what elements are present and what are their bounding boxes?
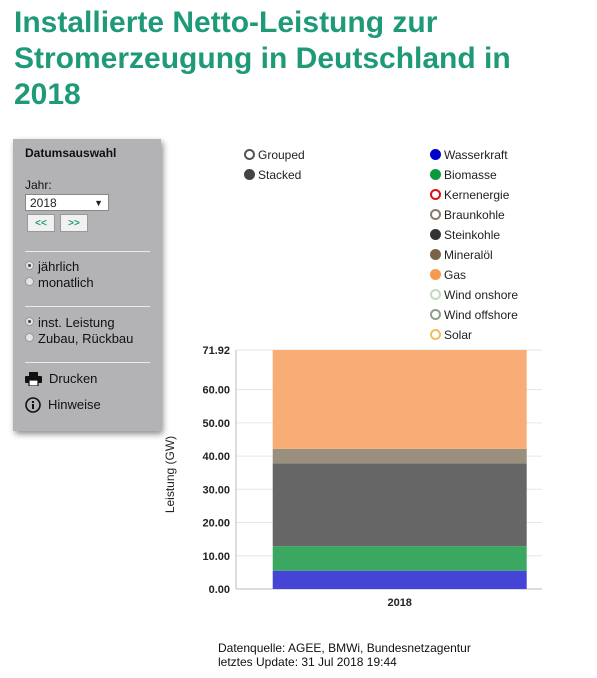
print-button[interactable]: Drucken [25,370,97,388]
y-tick-label: 20.00 [202,518,230,530]
data-source: Datenquelle: AGEE, BMWi, Bundesnetzagent… [218,641,471,655]
radio-change-indicator[interactable] [25,333,34,343]
legend-item[interactable]: Gas [430,268,466,282]
info-icon [25,396,41,413]
next-year-button[interactable]: >> [60,214,88,232]
legend-label: Steinkohle [444,228,501,242]
legend-item[interactable]: Biomasse [430,168,497,182]
legend-swatch-icon [430,229,441,241]
y-tick-label: 50.00 [202,418,230,430]
x-tick-label: 2018 [387,597,411,609]
legend-label: Mineralöl [444,248,493,262]
bar-segment [272,463,527,547]
year-select-value: 2018 [30,196,57,210]
bar-segment [272,350,527,449]
legend-item[interactable]: Wind offshore [430,308,518,322]
legend-item[interactable]: Solar [430,328,472,342]
previous-year-button[interactable]: << [27,214,55,232]
radio-monthly-label: monatlich [38,275,94,290]
mode-grouped[interactable]: Grouped [244,148,305,162]
year-label: Jahr: [25,178,52,192]
legend-item[interactable]: Kernenergie [430,188,509,202]
radio-capacity-label: inst. Leistung [38,315,115,330]
info-button[interactable]: Hinweise [25,396,101,414]
legend-swatch-icon [430,189,441,201]
y-tick-label: 40.00 [202,451,230,463]
panel-heading: Datumsauswahl [25,146,117,160]
legend-swatch-icon [430,149,441,161]
radio-yearly-indicator[interactable] [25,261,34,271]
radio-measure-change[interactable]: Zubau, Rückbau [25,331,133,346]
y-axis-label: Leistung (GW) [163,436,177,513]
legend-label: Gas [444,268,467,282]
legend-swatch-icon [430,249,441,261]
legend-swatch-icon [430,309,441,321]
dropdown-arrow-icon: ▼ [94,198,103,208]
mode-grouped-label: Grouped [258,148,305,162]
year-select[interactable]: 2018 ▼ [25,194,109,211]
legend-label: Kernenergie [444,188,510,202]
mode-grouped-radio[interactable] [244,149,255,161]
last-update: letztes Update: 31 Jul 2018 19:44 [218,655,397,669]
legend-label: Wind offshore [444,308,518,322]
divider [25,362,150,363]
legend-item[interactable]: Wasserkraft [430,148,508,162]
radio-measure-capacity[interactable]: inst. Leistung [25,315,115,330]
radio-monthly-indicator[interactable] [25,277,34,287]
mode-stacked-radio[interactable] [244,169,255,181]
legend-item[interactable]: Mineralöl [430,248,493,262]
y-tick-label: 0.00 [209,584,230,596]
mode-stacked[interactable]: Stacked [244,168,301,182]
radio-period-monthly[interactable]: monatlich [25,275,94,290]
legend-label: Braunkohle [444,208,505,222]
legend-item[interactable]: Wind onshore [430,288,518,302]
legend-swatch-icon [430,289,441,301]
info-label: Hinweise [48,397,101,412]
stacked-bar-chart: 0.00 10.00 20.00 30.00 40.00 50.00 60.00 71.92 2… [163,345,542,615]
print-label: Drucken [49,371,98,386]
legend-item[interactable]: Steinkohle [430,228,500,242]
y-tick-label: 71.92 [202,345,230,357]
bar-segment [272,546,527,571]
radio-capacity-indicator[interactable] [25,317,34,327]
legend-label: Solar [444,328,473,342]
divider [25,306,150,307]
radio-yearly-label: jährlich [38,259,80,274]
page-title: Installierte Netto-Leistung zur Stromerz… [14,6,511,111]
printer-icon [25,371,42,387]
bar-segment [272,448,527,464]
y-tick-label: 30.00 [202,484,230,496]
legend-swatch-icon [430,209,441,221]
bar-segment [272,570,527,589]
y-tick-label: 10.00 [202,551,230,563]
date-selection-panel: Datumsauswahl Jahr: 2018 ▼ << >> jährlic… [13,139,161,431]
legend-swatch-icon [430,329,441,341]
legend-label: Wind onshore [444,288,519,302]
mode-stacked-label: Stacked [258,168,302,182]
radio-change-label: Zubau, Rückbau [38,331,134,346]
divider [25,251,150,252]
legend-swatch-icon [430,169,441,181]
legend-label: Biomasse [444,168,497,182]
legend-item[interactable]: Braunkohle [430,208,505,222]
legend-swatch-icon [430,269,441,281]
radio-period-yearly[interactable]: jährlich [25,259,79,274]
x-axis-label: Jahr [391,613,414,615]
legend-label: Wasserkraft [444,148,508,162]
y-tick-label: 60.00 [202,385,230,397]
